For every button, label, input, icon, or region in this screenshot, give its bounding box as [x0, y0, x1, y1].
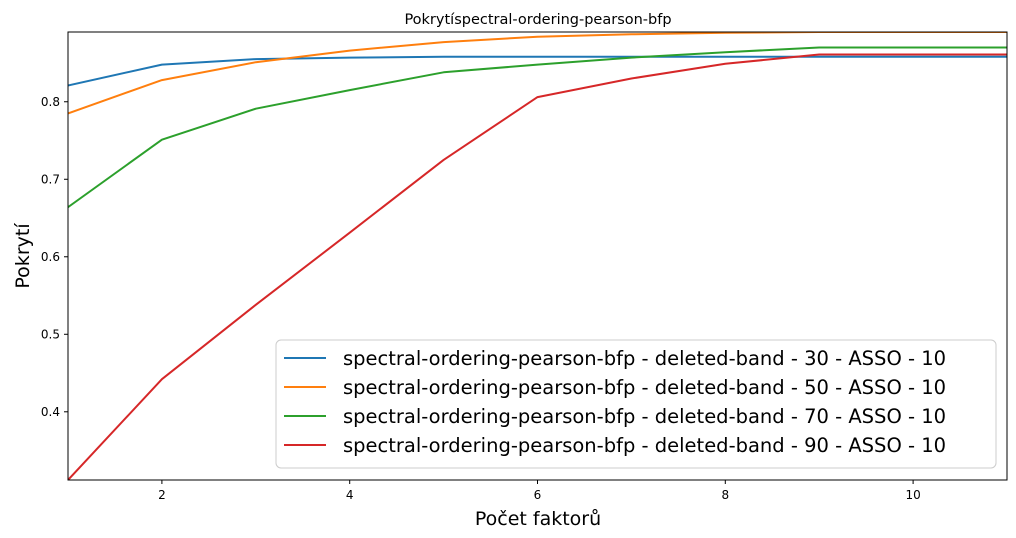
x-tick-label: 2	[158, 488, 166, 502]
x-tick-label: 8	[721, 488, 729, 502]
y-tick-label: 0.4	[41, 405, 60, 419]
x-axis-label: Počet faktorů	[475, 508, 601, 530]
y-axis-label: Pokrytí	[12, 223, 34, 289]
legend-box	[275, 339, 997, 469]
y-tick-label: 0.6	[41, 250, 60, 264]
y-tick-label: 0.7	[41, 172, 60, 186]
legend-entry-2: spectral-ordering-pearson-bfp - deleted-…	[343, 376, 946, 399]
chart-title: Pokrytíspectral-ordering-pearson-bfp	[404, 12, 671, 28]
y-tick-label: 0.8	[41, 95, 60, 109]
x-tick-label: 6	[534, 488, 542, 502]
legend-entry-4: spectral-ordering-pearson-bfp - deleted-…	[343, 434, 946, 457]
series-line-4	[68, 53, 1007, 480]
legend: spectral-ordering-pearson-bfp - deleted-…	[275, 339, 997, 469]
x-tick-label: 4	[346, 488, 354, 502]
y-tick-label: 0.5	[41, 327, 60, 341]
x-axis: 2 4 6 8 10	[158, 480, 921, 502]
x-tick-label: 10	[905, 488, 920, 502]
series-line-3	[68, 46, 1007, 209]
series-line-2	[68, 32, 1007, 115]
series-line-1	[68, 55, 1007, 87]
y-axis: 0.4 0.5 0.6 0.7 0.8	[41, 95, 68, 419]
legend-entry-1: spectral-ordering-pearson-bfp - deleted-…	[343, 347, 946, 370]
series-layer	[68, 32, 1007, 480]
legend-entry-3: spectral-ordering-pearson-bfp - deleted-…	[343, 405, 946, 428]
